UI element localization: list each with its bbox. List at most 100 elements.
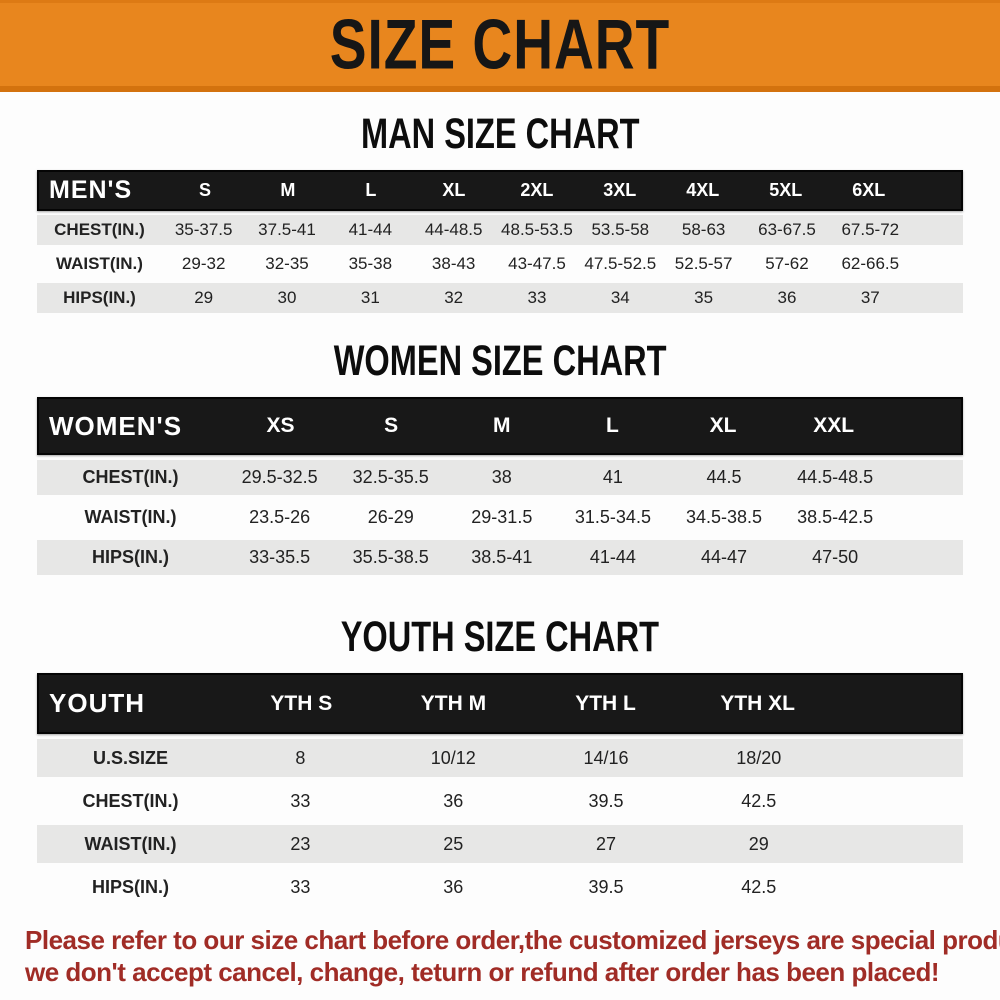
row-label: WAIST(IN.): [84, 833, 177, 854]
cell-value: 38.5-41: [471, 547, 533, 567]
cell-value: 38.5-42.5: [797, 507, 874, 527]
table-row: WAIST(IN.) 29-32 32-35 35-38 38-43 43-47.5 47.…: [37, 249, 963, 279]
cell-value: 43-47.5: [508, 254, 566, 273]
row-label: HIPS(IN.): [92, 876, 170, 897]
footer-line-1: Please refer to our size chart before or…: [25, 925, 1000, 955]
cell-value: 35: [694, 288, 714, 307]
row-label: CHEST(IN.): [82, 467, 179, 487]
cell-value: 42.5: [741, 876, 777, 897]
footer-notice: Please refer to our size chart before or…: [0, 924, 1000, 988]
table-header-row: MEN'S S M L XL 2XL 3XL 4XL 5XL 6XL: [37, 170, 963, 211]
table-row: HIPS(IN.) 33-35.5 35.5-38.5 38.5-41 41-44 44-…: [37, 540, 963, 575]
table-header-label: MEN'S: [49, 176, 133, 204]
cell-value: 39.5: [588, 790, 624, 811]
cell-value: 52.5-57: [674, 254, 733, 273]
cell-value: 32-35: [265, 254, 309, 273]
column-header: S: [384, 414, 399, 437]
column-header: XL: [709, 414, 737, 437]
cell-value: 32.5-35.5: [352, 467, 429, 487]
row-label: CHEST(IN.): [54, 220, 145, 239]
cell-value: 58-63: [681, 220, 726, 239]
column-header: 5XL: [769, 180, 803, 200]
column-header: YTH L: [575, 691, 636, 715]
cell-value: 41-44: [589, 547, 636, 567]
section-men: MAN SIZE CHART MEN'S S M L XL 2XL 3XL 4XL 5XL 6XL…: [0, 109, 1000, 313]
youth-section-title: YOUTH SIZE CHART: [340, 612, 660, 660]
youth-size-table: YOUTH YTH S YTH M YTH L YTH XL U.S.SIZE 8 10/12…: [37, 673, 963, 906]
table-header-row: YOUTH YTH S YTH M YTH L YTH XL: [37, 673, 963, 734]
column-header: 6XL: [852, 180, 886, 200]
cell-value: 35-37.5: [174, 220, 233, 239]
row-label: WAIST(IN.): [56, 254, 143, 273]
cell-value: 25: [443, 833, 464, 854]
cell-value: 29.5-32.5: [241, 467, 318, 487]
cell-value: 8: [295, 747, 306, 768]
cell-value: 34: [610, 288, 630, 307]
cell-value: 41: [602, 467, 623, 487]
cell-value: 33: [290, 790, 311, 811]
cell-value: 67.5-72: [841, 220, 900, 239]
section-youth: YOUTH SIZE CHART YOUTH YTH S YTH M YTH L YTH…: [0, 612, 1000, 906]
cell-value: 33: [290, 876, 311, 897]
column-header: 3XL: [603, 180, 637, 200]
cell-value: 30: [277, 288, 297, 307]
cell-value: 38-43: [431, 254, 476, 273]
cell-value: 36: [443, 790, 464, 811]
women-section-title: WOMEN SIZE CHART: [333, 336, 667, 384]
womens-size-table: WOMEN'S XS S M L XL XXL CHEST(IN.) 29.5-32.5 32.5…: [37, 397, 963, 575]
column-header: YTH M: [420, 691, 487, 715]
table-row: HIPS(IN.) 33 36 39.5 42.5: [37, 868, 963, 906]
row-label: WAIST(IN.): [84, 507, 177, 527]
column-header: 4XL: [686, 180, 720, 200]
table-row: CHEST(IN.) 29.5-32.5 32.5-35.5 38 41 44.5 44.5…: [37, 460, 963, 495]
cell-value: 29: [748, 833, 769, 854]
mens-size-table: MEN'S S M L XL 2XL 3XL 4XL 5XL 6XL CHEST(IN.) 35-37…: [37, 170, 963, 313]
column-header: L: [606, 414, 619, 437]
table-header-row: WOMEN'S XS S M L XL XXL: [37, 397, 963, 455]
column-header: M: [493, 414, 511, 437]
cell-value: 10/12: [430, 747, 476, 768]
cell-value: 38: [491, 467, 512, 487]
column-header: L: [365, 180, 377, 200]
cell-value: 35.5-38.5: [352, 547, 429, 567]
column-header: YTH S: [270, 691, 333, 715]
table-row: HIPS(IN.) 29 30 31 32 33 34 35 36 37: [37, 283, 963, 313]
cell-value: 36: [443, 876, 464, 897]
column-header: S: [198, 180, 211, 200]
cell-value: 29-32: [181, 254, 226, 273]
cell-value: 33-35.5: [249, 547, 311, 567]
table-row: WAIST(IN.) 23.5-26 26-29 29-31.5 31.5-34.5 34…: [37, 500, 963, 535]
row-label: CHEST(IN.): [82, 790, 179, 811]
banner-title: SIZE CHART: [329, 4, 671, 85]
cell-value: 27: [595, 833, 617, 854]
row-label: U.S.SIZE: [93, 747, 169, 768]
cell-value: 37: [860, 288, 880, 307]
cell-value: 33: [527, 288, 547, 307]
cell-value: 63-67.5: [758, 220, 816, 239]
cell-value: 23: [290, 833, 311, 854]
cell-value: 14/16: [583, 747, 629, 768]
column-header: XS: [266, 414, 295, 437]
cell-value: 34.5-38.5: [686, 507, 763, 527]
table-row: CHEST(IN.) 33 36 39.5 42.5: [37, 782, 963, 820]
row-label: HIPS(IN.): [92, 547, 170, 567]
banner: SIZE CHART: [0, 0, 1000, 92]
column-header: XXL: [813, 414, 855, 437]
cell-value: 36: [777, 288, 797, 307]
cell-value: 23.5-26: [249, 507, 311, 527]
cell-value: 29-31.5: [471, 507, 533, 527]
row-label: HIPS(IN.): [63, 288, 136, 307]
cell-value: 44-48.5: [424, 220, 483, 239]
cell-value: 26-29: [367, 507, 414, 527]
cell-value: 62-66.5: [841, 254, 900, 273]
cell-value: 47-50: [812, 547, 859, 567]
column-header: YTH XL: [720, 691, 795, 715]
footer-line-2: we don't accept cancel, change, teturn o…: [25, 957, 940, 987]
table-row: WAIST(IN.) 23 25 27 29: [37, 825, 963, 863]
cell-value: 53.5-58: [591, 220, 650, 239]
cell-value: 39.5: [588, 876, 624, 897]
cell-value: 31.5-34.5: [574, 507, 651, 527]
cell-value: 42.5: [741, 790, 777, 811]
cell-value: 44-47: [701, 547, 748, 567]
men-section-title: MAN SIZE CHART: [360, 109, 640, 157]
